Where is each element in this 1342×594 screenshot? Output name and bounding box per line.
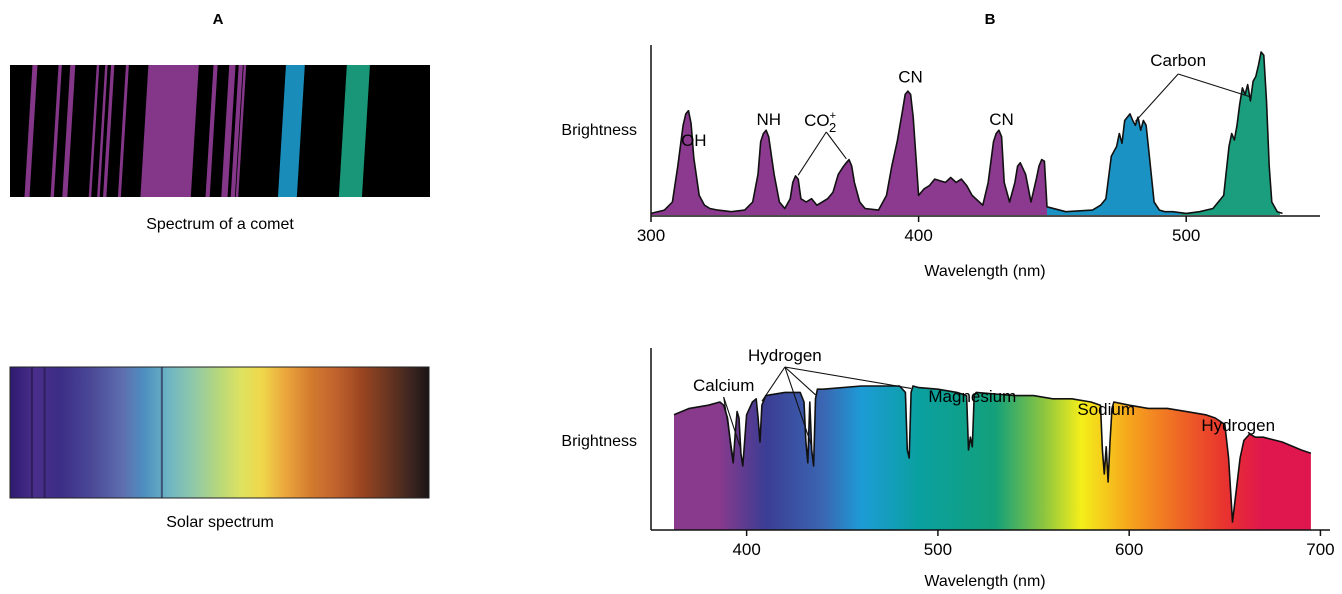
solar-spectrum-caption: Solar spectrum [166,514,274,531]
comet-brightness-outline [650,51,1283,215]
comet-emission-line-11 [235,65,247,197]
comet-annotation-carbon-5: Carbon [1150,51,1206,70]
solar-annotation-calcium-0-leader-1 [723,396,742,450]
solar-annotation-calcium-0-leader-0 [723,396,734,459]
comet-emission-line-13 [338,65,370,197]
comet-annotation-co-2: CO+ 2 [804,110,836,135]
comet-emission-line-6 [117,65,129,197]
comet-chart-y-axis-title: Brightness [561,122,637,139]
solar-absorption-line-0 [30,367,33,498]
comet-annotation-co-2-leader-1 [825,131,847,160]
comet-annotation-cn-4: CN [989,110,1014,129]
panel-letter-b: B [985,11,996,28]
solar-strip-gradient [9,366,430,499]
solar-chart-tick-label-400: 400 [732,540,760,559]
comet-emission-line-8 [205,65,218,197]
comet-brightness-chart: 300 400 500 Brightness Wavelength (nm) OH N… [561,45,1320,280]
solar-annotation-magnesium-2: Magnesium [928,387,1016,406]
solar-chart-tick-label-500: 500 [924,540,952,559]
solar-chart-x-axis-title: Wavelength (nm) [924,573,1045,590]
comet-emission-line-10 [230,65,243,197]
solar-chart-x-ticks: 400 500 600 700 [732,530,1335,559]
solar-brightness-outline [673,385,1312,523]
comet-segment-area-2 [1180,52,1280,215]
comet-emission-line-5 [103,65,115,197]
solar-annotation-hydrogen-4: Hydrogen [1201,416,1275,435]
solar-annotation-hydrogen-1-leader-0 [761,366,786,402]
solar-annotation-hydrogen-1-leader-3 [784,366,912,389]
solar-spectrum-strip [9,366,430,499]
solar-chart-annotations: Calcium Hydrogen Magnesium Sodium Hydrogen [693,346,1275,459]
comet-annotation-oh-0: OH [681,131,707,150]
comet-emission-line-7 [140,65,199,197]
solar-chart-tick-label-600: 600 [1115,540,1143,559]
comet-annotation-nh-1: NH [756,110,781,129]
solar-annotation-hydrogen-1-leader-2 [784,366,816,396]
solar-absorption-line-1 [43,367,46,498]
solar-chart-tick-label-700: 700 [1306,540,1334,559]
solar-absorption-line-2 [160,367,163,498]
comet-emission-line-4 [97,65,108,197]
solar-brightness-chart: 400 500 600 700 Brightness Wavelength (nm) … [561,346,1334,590]
comet-emission-line-12 [277,65,305,197]
comet-chart-x-ticks: 300 400 500 [637,216,1200,245]
solar-annotation-hydrogen-1-leader-1 [784,366,813,447]
panel-letter-a: A [213,11,224,28]
comet-emission-line-0 [24,65,38,197]
solar-annotation-hydrogen-1: Hydrogen [748,346,822,365]
comet-emission-line-2 [62,65,76,197]
comet-annotation-cn-3: CN [898,67,923,86]
comet-segment-area-0 [651,91,1047,215]
comet-emission-line-3 [88,65,100,197]
comet-spectrum-caption: Spectrum of a comet [146,216,294,233]
comet-annotation-carbon-5-leader-1 [1178,73,1251,98]
comet-chart-x-axis-title: Wavelength (nm) [924,263,1045,280]
solar-chart-y-axis-title: Brightness [561,433,637,450]
comet-segment-area-1 [1047,113,1181,215]
comet-annotation-carbon-5-leader-0 [1134,73,1179,122]
comet-chart-tick-label-400: 400 [904,226,932,245]
comet-chart-tick-label-500: 500 [1172,226,1200,245]
solar-annotation-sodium-3: Sodium [1077,400,1135,419]
comet-annotation-co-2-leader-0 [797,131,827,176]
comet-emission-line-9 [221,65,236,197]
comet-chart-tick-label-300: 300 [637,226,665,245]
comet-spectrum-strip [10,65,430,197]
comet-emission-line-1 [50,65,62,197]
solar-annotation-calcium-0: Calcium [693,376,754,395]
solar-brightness-area [674,386,1311,530]
